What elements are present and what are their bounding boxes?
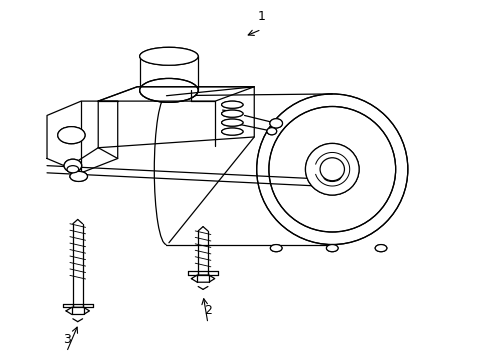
Ellipse shape [374, 244, 386, 252]
Text: 3: 3 [62, 333, 70, 346]
Ellipse shape [67, 166, 79, 173]
Ellipse shape [266, 128, 276, 135]
Ellipse shape [269, 119, 282, 128]
Ellipse shape [326, 244, 337, 252]
Text: 2: 2 [203, 305, 211, 318]
Ellipse shape [221, 101, 243, 108]
Ellipse shape [221, 119, 243, 126]
Ellipse shape [70, 171, 87, 181]
Ellipse shape [221, 110, 243, 117]
Ellipse shape [305, 143, 358, 195]
Ellipse shape [58, 127, 85, 144]
Ellipse shape [323, 171, 340, 181]
Ellipse shape [256, 94, 407, 244]
Ellipse shape [270, 244, 282, 252]
Text: 1: 1 [257, 10, 265, 23]
Polygon shape [166, 94, 331, 244]
Ellipse shape [320, 158, 344, 181]
Ellipse shape [268, 107, 395, 232]
Ellipse shape [140, 78, 198, 102]
Ellipse shape [64, 159, 81, 172]
Ellipse shape [221, 128, 243, 135]
Ellipse shape [140, 47, 198, 65]
